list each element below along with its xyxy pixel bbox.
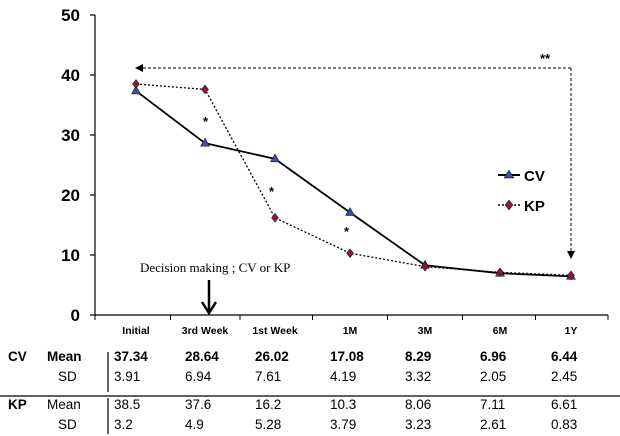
y-tick-label: 20: [61, 186, 80, 205]
table-cell: 3.91: [114, 369, 140, 384]
table-group-label: KP: [8, 397, 27, 412]
table-row-label: SD: [58, 417, 77, 432]
data-point-cv: [200, 137, 210, 147]
table-cell: 3.32: [405, 369, 431, 384]
table-cell: 10.3: [330, 397, 356, 412]
table-cell: 2.45: [551, 369, 577, 384]
x-tick-group: Initial 3rd Week 1st Week 1M 3M 6M 1Y: [94, 315, 609, 337]
x-tick-label: 3M: [418, 325, 433, 337]
legend-label-kp: KP: [524, 198, 545, 215]
table-cell: 5.28: [255, 417, 281, 432]
data-point-kp: [421, 261, 429, 272]
table-cell: 6.94: [185, 369, 212, 384]
table-cell: 8.06: [405, 397, 431, 412]
table-cell: 4.9: [185, 417, 204, 432]
data-point-kp: [271, 212, 279, 223]
table-cell: 4.19: [330, 369, 356, 384]
series-line-cv: [135, 90, 572, 278]
data-point-kp: [567, 270, 575, 281]
decision-note: Decision making ; CV or KP: [140, 260, 290, 275]
table-cell: 28.64: [185, 349, 219, 364]
table-cell: 8.29: [405, 349, 431, 364]
significance-bracket: **: [135, 51, 575, 259]
table-cell: 2.61: [480, 417, 506, 432]
series-layer: [131, 79, 576, 281]
y-tick-label: 30: [61, 126, 80, 145]
x-tick-label: 1M: [343, 325, 358, 337]
data-point-kp: [132, 79, 140, 89]
decision-arrowhead: [200, 301, 218, 316]
table-cell: 6.61: [551, 397, 577, 412]
table-cell: 26.02: [255, 349, 289, 364]
table-row-label: SD: [58, 369, 77, 384]
star-3rd-week: *: [203, 114, 209, 129]
legend-marker-cv: [503, 169, 515, 179]
x-tick-label: 1Y: [565, 325, 578, 337]
data-point-kp: [496, 267, 504, 278]
table-row-label: Mean: [47, 397, 81, 412]
table-cell: 17.08: [330, 349, 364, 364]
legend-label-cv: CV: [524, 168, 545, 185]
x-tick-label: 3rd Week: [182, 325, 229, 337]
table-cell: 6.44: [551, 349, 578, 364]
data-point-cv: [270, 153, 280, 163]
star-1m: *: [344, 224, 350, 239]
table-cell: 38.5: [114, 397, 140, 412]
table-row-label: Mean: [47, 349, 82, 364]
table-cell: 6.96: [480, 349, 507, 364]
y-tick-label: 0: [71, 306, 80, 325]
legend: CV KP: [498, 168, 545, 215]
data-point-cv: [345, 207, 355, 216]
y-tick-group: 0 10 20 30 40 50: [61, 6, 95, 325]
double-star: **: [540, 51, 551, 66]
x-tick-label: 1st Week: [252, 325, 297, 337]
table-cell: 3.23: [405, 417, 431, 432]
data-point-cv: [131, 85, 141, 95]
x-tick-label: Initial: [122, 325, 150, 337]
series-line-kp: [135, 83, 572, 276]
table-cell: 16.2: [255, 397, 281, 412]
data-point-kp: [201, 84, 209, 95]
table-cell: 7.11: [480, 397, 505, 412]
table-cell: 3.79: [330, 417, 356, 432]
data-table: CV Mean 37.34 28.64 26.02 17.08 8.29 6.96 6.44 SD…: [0, 349, 620, 434]
table-cell: 0.83: [551, 417, 577, 432]
data-point-kp: [346, 248, 354, 259]
table-group-label: CV: [8, 349, 27, 364]
x-tick-label: 6M: [493, 325, 508, 337]
star-1st-week: *: [269, 184, 275, 199]
y-tick-label: 10: [61, 246, 80, 265]
y-tick-label: 40: [61, 66, 80, 85]
table-cell: 7.61: [255, 369, 281, 384]
y-tick-label: 50: [61, 6, 80, 25]
table-cell: 37.34: [114, 349, 148, 364]
table-cell: 3.2: [114, 417, 133, 432]
legend-marker-kp: [504, 199, 514, 211]
table-cell: 37.6: [185, 397, 211, 412]
table-cell: 2.05: [480, 369, 506, 384]
